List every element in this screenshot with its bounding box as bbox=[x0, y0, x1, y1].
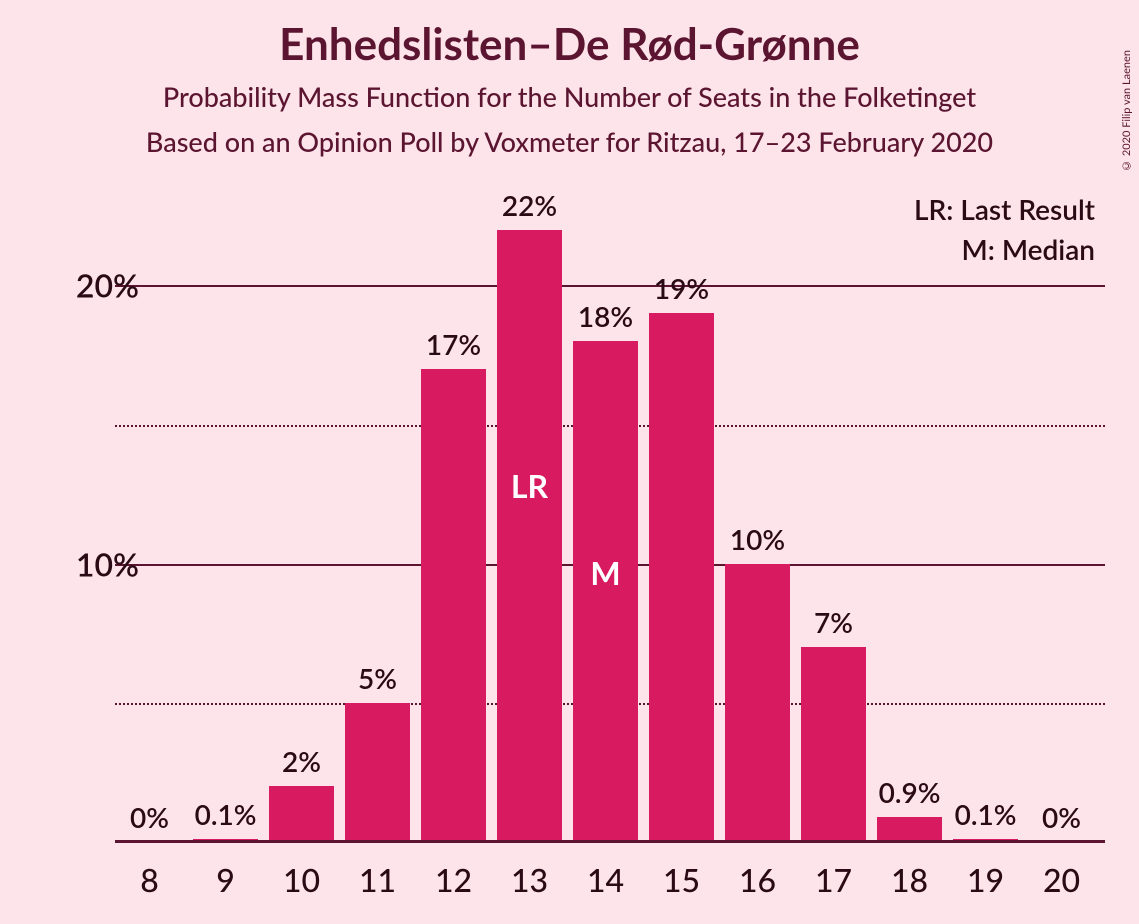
bar-value-label: 19% bbox=[654, 271, 709, 305]
x-axis-tick-label: 18 bbox=[891, 860, 928, 899]
bar-value-label: 0% bbox=[1042, 800, 1081, 834]
bar-value-label: 17% bbox=[426, 327, 481, 361]
x-axis-tick-label: 15 bbox=[663, 860, 700, 899]
bar bbox=[725, 564, 790, 842]
bar-value-label: 0% bbox=[130, 800, 169, 834]
x-axis-tick-label: 9 bbox=[216, 860, 235, 899]
bar-value-label: 0.1% bbox=[195, 797, 257, 831]
bar bbox=[801, 647, 866, 842]
y-axis-tick-label: 10% bbox=[76, 544, 139, 583]
bar-inner-label: M bbox=[590, 553, 620, 592]
x-axis-tick-label: 11 bbox=[359, 860, 396, 899]
bar-value-label: 22% bbox=[502, 188, 557, 222]
x-axis-tick-label: 17 bbox=[815, 860, 852, 899]
bar bbox=[497, 230, 562, 842]
chart-subtitle-1: Probability Mass Function for the Number… bbox=[0, 80, 1139, 113]
bar-value-label: 10% bbox=[730, 522, 785, 556]
bar-value-label: 5% bbox=[358, 661, 397, 695]
x-axis-tick-label: 20 bbox=[1043, 860, 1080, 899]
bar-inner-label: LR bbox=[511, 466, 548, 505]
x-axis-tick-label: 13 bbox=[511, 860, 548, 899]
legend-lr: LR: Last Result bbox=[914, 192, 1095, 226]
legend-m: M: Median bbox=[962, 232, 1096, 266]
copyright-text: © 2020 Filip van Laenen bbox=[1120, 50, 1133, 172]
x-axis-baseline bbox=[115, 840, 1105, 843]
bar-value-label: 2% bbox=[282, 744, 321, 778]
bar-value-label: 0.1% bbox=[955, 797, 1017, 831]
chart-plot-area: LR: Last Result M: Median 0%0.1%2%5%17%2… bbox=[115, 202, 1105, 842]
x-axis-tick-label: 8 bbox=[140, 860, 159, 899]
bar bbox=[649, 313, 714, 842]
bar-value-label: 18% bbox=[578, 299, 633, 333]
x-axis-tick-label: 12 bbox=[435, 860, 472, 899]
chart-subtitle-2: Based on an Opinion Poll by Voxmeter for… bbox=[0, 125, 1139, 158]
bar bbox=[877, 817, 942, 842]
x-axis-tick-label: 19 bbox=[967, 860, 1004, 899]
bar bbox=[269, 786, 334, 842]
gridline-major bbox=[115, 285, 1105, 287]
chart-title: Enhedslisten–De Rød-Grønne bbox=[0, 0, 1139, 70]
bar bbox=[421, 369, 486, 842]
y-axis-tick-label: 20% bbox=[76, 266, 139, 305]
x-axis-tick-label: 14 bbox=[587, 860, 624, 899]
bar-value-label: 7% bbox=[814, 605, 853, 639]
x-axis-tick-label: 16 bbox=[739, 860, 776, 899]
bar-value-label: 0.9% bbox=[879, 775, 941, 809]
x-axis-tick-label: 10 bbox=[283, 860, 320, 899]
bar bbox=[345, 703, 410, 842]
